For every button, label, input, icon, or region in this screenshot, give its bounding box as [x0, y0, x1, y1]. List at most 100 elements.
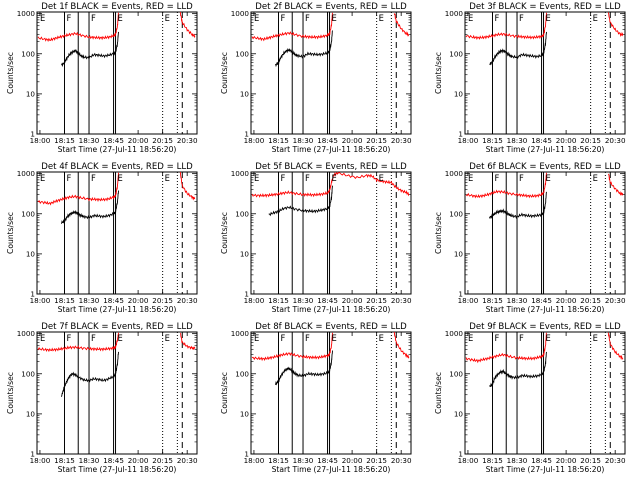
x-tick-label: 20:30 — [391, 136, 412, 145]
interval-marker-f: F — [305, 13, 310, 23]
interval-marker-e: E — [379, 13, 384, 23]
x-tick-label: 18:45 — [531, 456, 552, 465]
interval-marker-e: E — [468, 173, 473, 183]
x-axis-label: Start Time (27-Jul-11 18:56:20) — [58, 465, 177, 474]
interval-marker-f: F — [305, 173, 310, 183]
y-tick-label: 1 — [244, 450, 249, 459]
events-series-line — [61, 190, 119, 224]
events-series-line — [61, 31, 119, 68]
x-tick-label: 18:00 — [30, 296, 51, 305]
interval-marker-f: F — [494, 333, 499, 343]
y-axis-label: Counts/sec — [220, 372, 229, 414]
x-tick-label: 18:45 — [317, 296, 338, 305]
x-tick-label: 20:15 — [580, 456, 601, 465]
x-tick-label: 18:30 — [507, 136, 528, 145]
x-tick-label: 18:15 — [54, 136, 75, 145]
x-tick-label: 18:15 — [482, 456, 503, 465]
interval-marker-e: E — [165, 173, 170, 183]
interval-marker-e: E — [165, 13, 170, 23]
interval-marker-e: E — [165, 333, 170, 343]
x-tick-label: 18:30 — [293, 456, 314, 465]
panel-det-9: Det 9f BLACK = Events, RED = LLD 1 10 100 10… — [434, 322, 626, 474]
x-tick-label: 20:30 — [177, 456, 198, 465]
x-tick-label: 20:15 — [580, 136, 601, 145]
x-tick-label: 20:30 — [177, 136, 198, 145]
x-tick-label: 20:15 — [152, 136, 173, 145]
x-tick-label: 18:00 — [458, 136, 479, 145]
lld-series-line — [179, 12, 196, 39]
x-tick-label: 18:30 — [79, 296, 100, 305]
y-tick-label: 10 — [454, 89, 464, 98]
x-tick-label: 20:15 — [152, 296, 173, 305]
x-tick-label: 20:00 — [128, 296, 149, 305]
interval-marker-e: E — [545, 333, 550, 343]
x-tick-label: 20:30 — [605, 136, 626, 145]
x-axis-label: Start Time (27-Jul-11 18:56:20) — [272, 465, 391, 474]
panel-title: Det 5f BLACK = Events, RED = LLD — [255, 162, 407, 172]
lld-series-line — [179, 172, 196, 201]
plot-area — [37, 12, 196, 134]
lld-series-line — [251, 332, 333, 362]
panel-title: Det 4f BLACK = Events, RED = LLD — [41, 162, 193, 172]
plot-frame — [250, 11, 412, 135]
x-tick-label: 20:30 — [177, 296, 198, 305]
y-axis-label: Counts/sec — [434, 52, 443, 94]
interval-marker-f: F — [519, 333, 524, 343]
interval-marker-f: F — [91, 173, 96, 183]
y-tick-label: 100 — [449, 49, 463, 58]
interval-marker-e: E — [593, 173, 598, 183]
events-series-line — [489, 191, 547, 219]
x-tick-label: 18:00 — [30, 456, 51, 465]
x-tick-label: 18:45 — [317, 456, 338, 465]
panel-det-8: Det 8f BLACK = Events, RED = LLD 1 10 100 10… — [220, 322, 412, 474]
interval-marker-f: F — [494, 173, 499, 183]
y-tick-label: 10 — [454, 249, 464, 258]
lld-series-line — [607, 12, 624, 38]
x-tick-label: 20:15 — [152, 456, 173, 465]
x-tick-label: 18:30 — [79, 456, 100, 465]
interval-marker-e: E — [254, 13, 259, 23]
x-tick-label: 20:30 — [391, 456, 412, 465]
plot-area — [465, 12, 624, 134]
interval-marker-f: F — [519, 13, 524, 23]
plot-frame — [36, 171, 198, 295]
y-axis-label: Counts/sec — [6, 52, 15, 94]
lld-series-line — [393, 332, 410, 359]
x-tick-label: 18:30 — [507, 296, 528, 305]
lld-series-line — [607, 173, 624, 196]
interval-marker-e: E — [593, 13, 598, 23]
y-tick-label: 100 — [21, 49, 35, 58]
interval-marker-e: E — [254, 333, 259, 343]
interval-marker-e: E — [331, 13, 336, 23]
y-tick-label: 100 — [21, 369, 35, 378]
y-axis-label: Counts/sec — [220, 212, 229, 254]
panel-title: Det 9f BLACK = Events, RED = LLD — [469, 322, 621, 332]
plot-frame — [464, 171, 626, 295]
interval-marker-f: F — [66, 173, 71, 183]
plot-frame — [250, 171, 412, 295]
interval-marker-e: E — [545, 173, 550, 183]
y-tick-label: 1000 — [445, 169, 464, 178]
panel-det-6: Det 6f BLACK = Events, RED = LLD 1 10 100 10… — [434, 162, 626, 314]
y-tick-label: 1 — [244, 290, 249, 299]
x-tick-label: 20:00 — [342, 136, 363, 145]
y-tick-label: 1000 — [17, 169, 36, 178]
interval-marker-f: F — [280, 333, 285, 343]
x-tick-label: 20:15 — [580, 296, 601, 305]
y-tick-label: 10 — [240, 89, 250, 98]
panel-title: Det 6f BLACK = Events, RED = LLD — [469, 162, 621, 172]
interval-marker-f: F — [66, 333, 71, 343]
lld-series-line — [251, 172, 410, 198]
y-tick-label: 100 — [235, 209, 249, 218]
interval-marker-e: E — [468, 333, 473, 343]
panel-title: Det 2f BLACK = Events, RED = LLD — [255, 2, 407, 12]
x-tick-label: 20:00 — [556, 296, 577, 305]
y-tick-label: 1 — [30, 450, 35, 459]
y-tick-label: 1000 — [445, 329, 464, 338]
x-axis-label: Start Time (27-Jul-11 18:56:20) — [272, 145, 391, 154]
panel-det-2: Det 2f BLACK = Events, RED = LLD 1 10 100 10… — [220, 2, 412, 154]
y-tick-label: 1 — [458, 290, 463, 299]
interval-marker-f: F — [494, 13, 499, 23]
plot-frame — [464, 11, 626, 135]
interval-marker-e: E — [331, 333, 336, 343]
